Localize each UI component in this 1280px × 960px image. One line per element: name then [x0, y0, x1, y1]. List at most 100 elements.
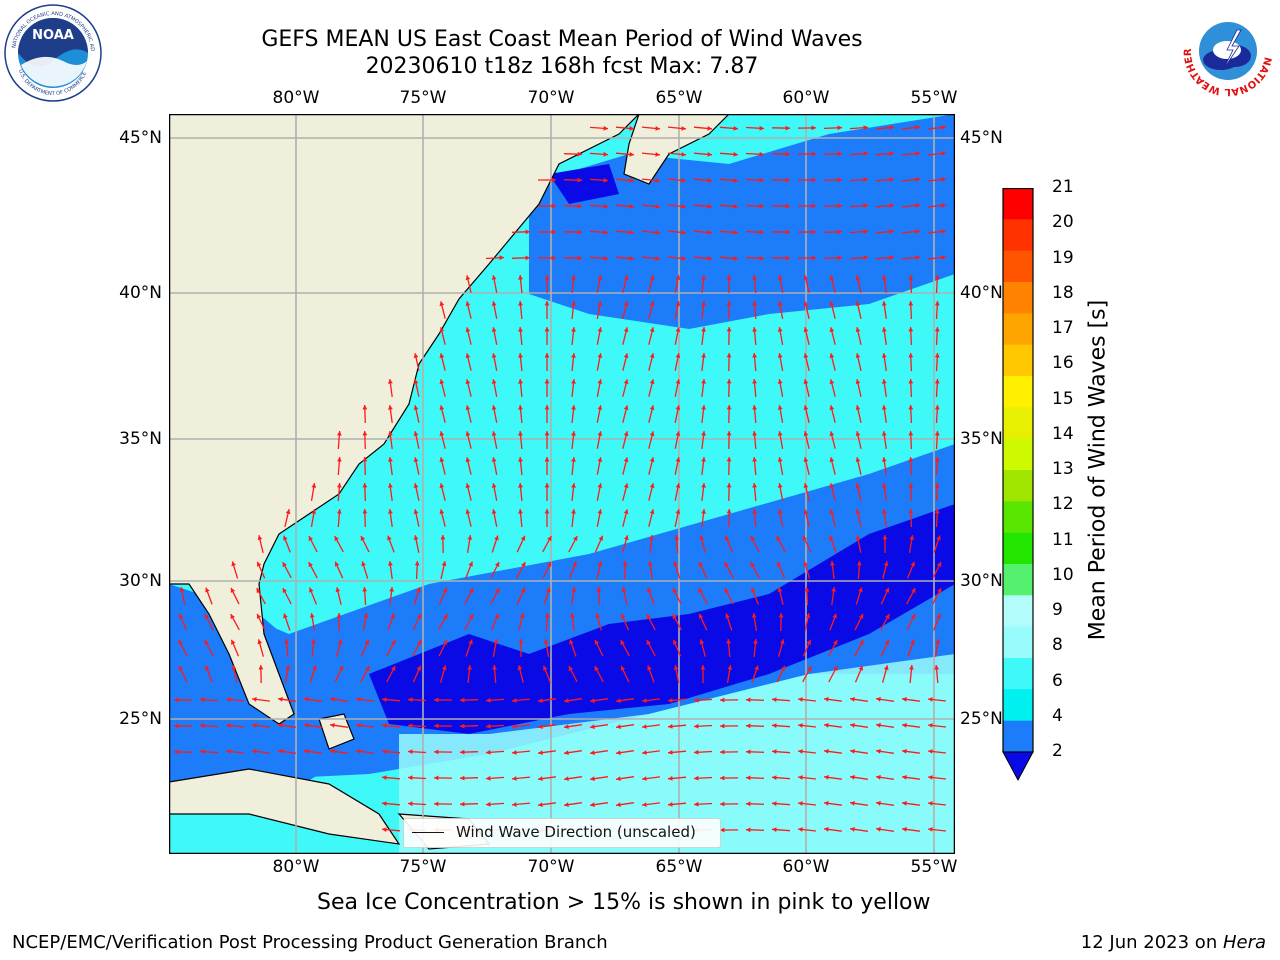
wind-wave-arrow	[855, 587, 863, 605]
wind-wave-arrow	[803, 353, 810, 371]
wind-wave-arrow	[880, 639, 890, 657]
wind-wave-arrow	[672, 587, 682, 605]
wind-wave-arrow	[674, 275, 681, 293]
wind-wave-arrow	[571, 509, 576, 527]
wind-wave-arrow	[855, 327, 862, 345]
wind-wave-arrow	[803, 405, 810, 423]
wind-wave-arrow	[674, 353, 681, 371]
wind-wave-arrow	[751, 612, 758, 632]
wind-wave-arrow	[641, 204, 661, 209]
wind-wave-arrow	[616, 776, 634, 781]
wind-wave-arrow	[459, 697, 479, 703]
lonBot-label: 80°W	[272, 857, 320, 877]
wind-wave-arrow	[693, 230, 713, 235]
wind-wave-arrow	[622, 509, 629, 527]
wind-wave-arrow	[648, 353, 655, 371]
wind-wave-arrow	[563, 255, 583, 261]
wind-wave-arrow	[485, 255, 505, 261]
wind-wave-arrow	[438, 587, 448, 605]
wind-wave-arrow	[622, 457, 629, 475]
wind-wave-arrow	[440, 534, 446, 554]
wind-wave-arrow	[751, 665, 759, 683]
wind-wave-arrow	[466, 534, 473, 554]
wind-wave-arrow	[544, 301, 550, 319]
wind-wave-arrow	[511, 724, 531, 729]
wind-wave-arrow	[753, 638, 758, 658]
wind-wave-arrow	[563, 177, 583, 183]
wind-wave-arrow	[777, 274, 784, 294]
wind-wave-arrow	[590, 724, 608, 730]
wind-wave-arrow	[596, 275, 603, 293]
lonTop-label: 70°W	[527, 88, 575, 108]
wind-wave-arrow	[771, 749, 791, 754]
wind-wave-arrow	[726, 378, 732, 398]
wind-wave-arrow	[672, 639, 682, 657]
lonBot-label: 55°W	[910, 857, 958, 877]
colorbar-segment	[1003, 438, 1033, 471]
wind-wave-arrow	[511, 229, 531, 235]
wind-wave-arrow	[538, 177, 556, 183]
wind-wave-arrow	[802, 665, 812, 683]
wind-wave-arrow	[674, 379, 681, 397]
wind-wave-arrow	[412, 639, 422, 657]
wind-wave-arrow	[413, 587, 421, 605]
wind-wave-arrow	[726, 508, 732, 528]
wind-wave-arrow	[511, 698, 531, 703]
wind-wave-arrow	[284, 638, 289, 658]
wind-wave-arrow	[667, 776, 687, 781]
wind-wave-arrow	[360, 665, 370, 683]
wind-wave-arrow	[596, 431, 603, 449]
wind-wave-arrow	[491, 327, 498, 345]
wind-wave-arrow	[492, 664, 497, 684]
wind-wave-arrow	[777, 456, 784, 476]
wind-wave-arrow	[491, 353, 498, 371]
wind-wave-arrow	[882, 534, 888, 554]
wind-wave-arrow	[641, 152, 661, 157]
wind-wave-arrow	[693, 723, 713, 729]
wind-wave-arrow	[752, 378, 757, 398]
wind-wave-arrow	[856, 560, 862, 580]
wind-wave-arrow	[745, 125, 765, 131]
colorbar-under-arrow	[1002, 751, 1034, 782]
wind-wave-arrow	[381, 827, 401, 832]
wind-wave-arrow	[927, 229, 947, 234]
wind-wave-arrow	[934, 456, 940, 476]
wind-wave-arrow	[777, 639, 785, 657]
wind-wave-arrow	[771, 827, 791, 832]
wind-wave-arrow	[440, 561, 447, 579]
wind-wave-arrow	[907, 639, 915, 657]
wind-wave-arrow	[309, 612, 316, 632]
wind-wave-arrow	[855, 431, 862, 449]
wind-wave-arrow	[804, 586, 810, 606]
wind-wave-arrow	[647, 665, 655, 683]
wind-wave-arrow	[901, 177, 921, 182]
wind-wave-arrow	[407, 749, 427, 755]
wind-wave-arrow	[798, 697, 816, 702]
wind-wave-arrow	[388, 509, 393, 527]
wind-wave-arrow	[615, 178, 635, 183]
wind-wave-arrow	[849, 151, 869, 157]
wind-wave-arrow	[673, 561, 681, 579]
wind-wave-arrow	[855, 353, 862, 371]
wind-wave-arrow	[542, 535, 552, 553]
wind-wave-arrow	[803, 483, 810, 501]
wind-wave-arrow	[829, 353, 836, 371]
wind-wave-arrow	[199, 749, 219, 755]
wind-wave-arrow	[901, 125, 921, 130]
wind-wave-arrow	[726, 352, 732, 372]
wind-wave-arrow	[252, 749, 270, 754]
wind-wave-arrow	[518, 639, 524, 657]
wind-wave-arrow	[908, 352, 914, 372]
wind-wave-arrow	[596, 327, 603, 345]
wind-wave-arrow	[875, 151, 895, 156]
wind-wave-arrow	[854, 665, 864, 683]
wind-wave-arrow	[849, 255, 869, 261]
wind-wave-arrow	[334, 535, 344, 553]
wind-wave-arrow	[571, 457, 576, 475]
wind-wave-arrow	[511, 255, 531, 261]
wind-wave-arrow	[823, 229, 843, 235]
wind-wave-arrow	[544, 405, 550, 423]
wind-wave-arrow	[310, 508, 317, 528]
map-panel	[168, 113, 956, 855]
colorbar-segment	[1003, 376, 1033, 408]
